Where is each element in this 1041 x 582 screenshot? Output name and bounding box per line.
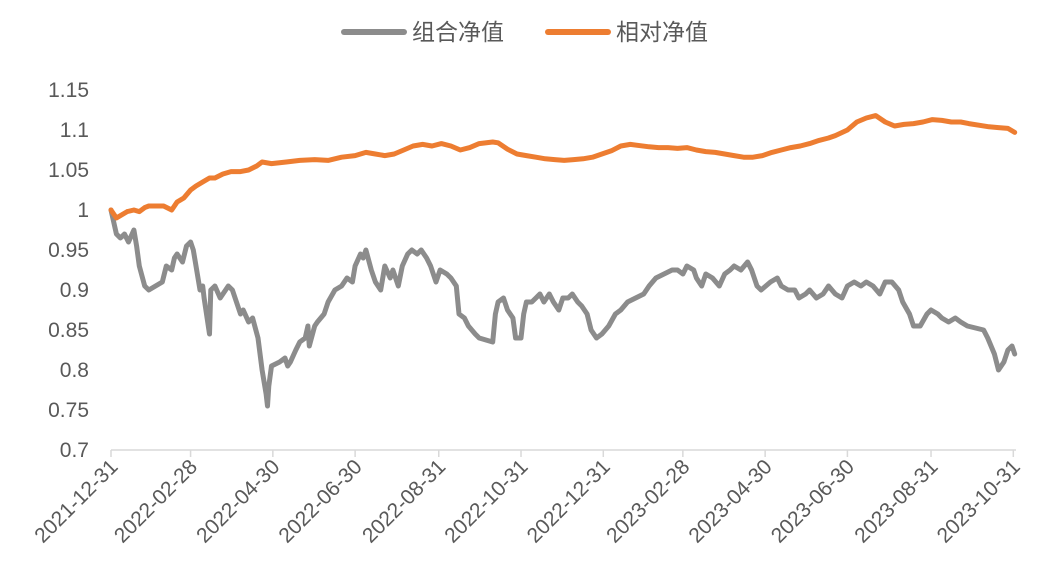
- legend-label: 组合净值: [412, 20, 504, 46]
- y-tick-label: 0.85: [48, 319, 89, 342]
- series-line-1: [108, 207, 1018, 409]
- x-tick-label: 2022-02-28: [110, 455, 202, 547]
- x-tick-label: 2023-06-30: [767, 455, 859, 547]
- y-tick-label: 0.95: [48, 239, 89, 262]
- x-tick-label: 2022-12-31: [523, 455, 615, 547]
- y-tick-label: 1.05: [48, 159, 89, 182]
- x-tick-label: 2023-08-31: [850, 455, 942, 547]
- x-tick-label: 2023-02-28: [602, 455, 694, 547]
- y-tick-label: 1: [77, 199, 89, 222]
- y-tick-label: 0.7: [60, 439, 89, 462]
- y-tick-label: 0.75: [48, 399, 89, 422]
- x-tick-label: 2022-06-30: [274, 455, 366, 547]
- x-axis: 2021-12-312022-02-282022-04-302022-06-30…: [30, 449, 1025, 547]
- x-tick-label: 2022-08-31: [358, 455, 450, 547]
- y-tick-label: 0.8: [60, 359, 89, 382]
- y-tick-label: 0.9: [60, 279, 89, 302]
- y-tick-label: 1.1: [60, 119, 89, 142]
- x-tick-label: 2023-04-30: [684, 455, 776, 547]
- plot-area: [108, 113, 1018, 409]
- legend-label: 相对净值: [616, 20, 708, 46]
- x-tick-label: 2021-12-31: [30, 455, 122, 547]
- y-tick-label: 1.15: [48, 79, 89, 102]
- x-tick-label: 2022-10-31: [440, 455, 532, 547]
- y-axis: 0.7 0.75 0.8 0.85 0.9 0.95 1 1.05 1.1 1.15: [48, 79, 89, 462]
- chart-legend: 组合净值 相对净值: [341, 20, 708, 46]
- series-line-2: [108, 113, 1018, 221]
- x-tick-label: 2022-04-30: [192, 455, 284, 547]
- x-tick-label: 2023-10-31: [933, 455, 1025, 547]
